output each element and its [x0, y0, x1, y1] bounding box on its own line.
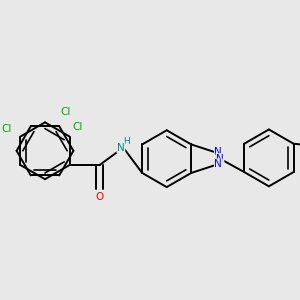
Text: N: N [214, 148, 222, 158]
Text: Cl: Cl [2, 124, 12, 134]
Text: N: N [117, 142, 125, 153]
Text: Cl: Cl [60, 107, 71, 117]
Text: H: H [123, 137, 130, 146]
Text: N: N [214, 159, 222, 169]
Text: O: O [95, 192, 104, 202]
Text: N: N [216, 154, 224, 164]
Text: Cl: Cl [72, 122, 83, 132]
